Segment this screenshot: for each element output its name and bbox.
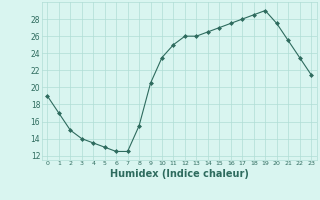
X-axis label: Humidex (Indice chaleur): Humidex (Indice chaleur) [110,169,249,179]
